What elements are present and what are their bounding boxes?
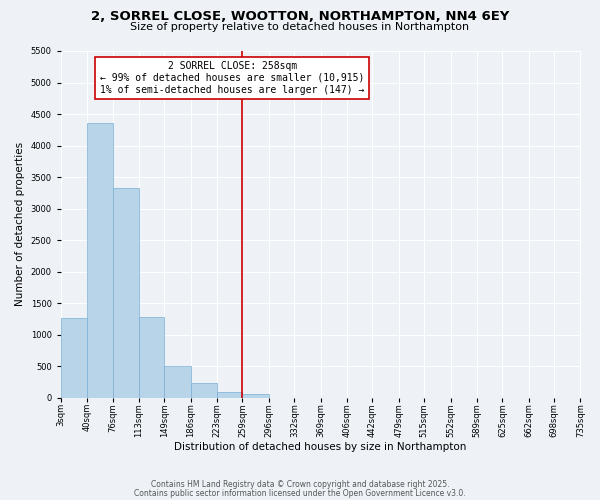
Text: Contains HM Land Registry data © Crown copyright and database right 2025.: Contains HM Land Registry data © Crown c… [151, 480, 449, 489]
Bar [139, 317, 164, 398]
Text: Contains public sector information licensed under the Open Government Licence v3: Contains public sector information licen… [134, 489, 466, 498]
Text: 2 SORREL CLOSE: 258sqm
← 99% of detached houses are smaller (10,915)
1% of semi-: 2 SORREL CLOSE: 258sqm ← 99% of detached… [100, 62, 364, 94]
Bar [191, 383, 217, 398]
Bar [61, 318, 87, 398]
Bar [242, 394, 269, 398]
Text: Size of property relative to detached houses in Northampton: Size of property relative to detached ho… [130, 22, 470, 32]
Bar [164, 366, 191, 398]
Text: 2, SORREL CLOSE, WOOTTON, NORTHAMPTON, NN4 6EY: 2, SORREL CLOSE, WOOTTON, NORTHAMPTON, N… [91, 10, 509, 23]
Y-axis label: Number of detached properties: Number of detached properties [15, 142, 25, 306]
Bar [217, 392, 242, 398]
X-axis label: Distribution of detached houses by size in Northampton: Distribution of detached houses by size … [175, 442, 467, 452]
Bar [113, 188, 139, 398]
Bar [87, 123, 113, 398]
